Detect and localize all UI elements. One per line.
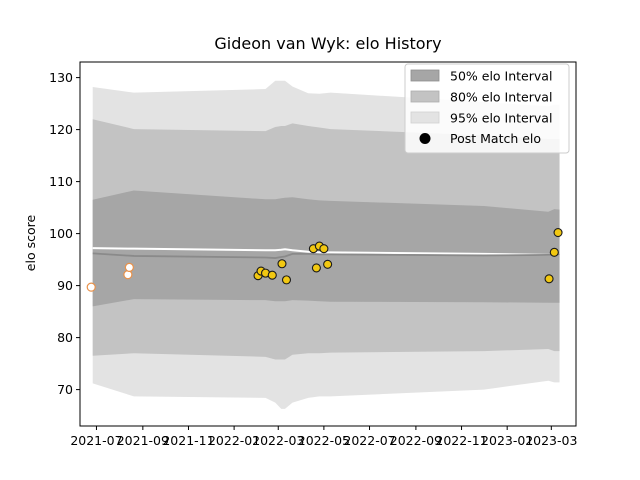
point-post-match: [319, 244, 329, 254]
point-post-match: [311, 263, 321, 273]
legend-swatch-95: [410, 111, 440, 124]
point-early: [86, 282, 96, 292]
point-post-match: [323, 259, 333, 269]
point-post-match: [281, 275, 292, 285]
legend-box: [404, 63, 570, 154]
legend-label-points: Post Match elo: [450, 131, 541, 146]
x-tick-label: 2021-11: [162, 433, 214, 448]
point-early: [123, 270, 133, 280]
y-tick-label: 80: [57, 330, 73, 345]
y-tick-label: 110: [49, 174, 73, 189]
x-tick-label: 2021-07: [70, 433, 122, 448]
axes-border: [79, 61, 577, 427]
legend-swatch-80: [410, 90, 440, 103]
x-tick-label: 2022-07: [343, 433, 395, 448]
x-tick-label: 2022-01: [208, 433, 260, 448]
legend-marker-points: [419, 133, 431, 144]
legend-label-80: 80% elo Interval: [450, 90, 552, 105]
y-tick-label: 100: [49, 226, 73, 241]
point-post-match: [277, 259, 287, 269]
y-tick-label: 90: [57, 278, 73, 293]
legend-label-95: 95% elo Interval: [450, 111, 552, 126]
x-axis: 2021-072021-092021-112022-012022-032022-…: [70, 426, 577, 448]
x-tick-label: 2023-01: [481, 433, 533, 448]
point-early: [124, 262, 134, 272]
legend: 50% elo Interval 80% elo Interval 95% el…: [404, 63, 570, 154]
y-tick-label: 120: [49, 122, 73, 137]
x-tick-label: 2022-09: [390, 433, 442, 448]
chart-title: Gideon van Wyk: elo History: [214, 34, 441, 53]
legend-swatch-50: [410, 69, 440, 82]
x-tick-label: 2021-09: [117, 433, 169, 448]
legend-label-50: 50% elo Interval: [450, 69, 552, 84]
mean-line: [92, 252, 560, 259]
y-tick-label: 70: [57, 382, 73, 397]
point-post-match: [553, 228, 563, 238]
x-tick-label: 2023-03: [525, 433, 577, 448]
point-post-match: [549, 247, 559, 257]
y-axis-label: elo score: [23, 215, 38, 272]
axes-frame: [79, 61, 577, 427]
point-post-match: [544, 274, 554, 284]
x-tick-label: 2022-03: [252, 433, 304, 448]
point-post-match: [267, 270, 277, 280]
y-axis: 70 80 90 100 110 120 130: [49, 70, 80, 397]
x-tick-label: 2022-11: [435, 433, 487, 448]
x-tick-label: 2022-05: [298, 433, 350, 448]
y-tick-label: 130: [49, 70, 73, 85]
mean-lines: [92, 247, 560, 259]
data-points: [86, 228, 563, 292]
